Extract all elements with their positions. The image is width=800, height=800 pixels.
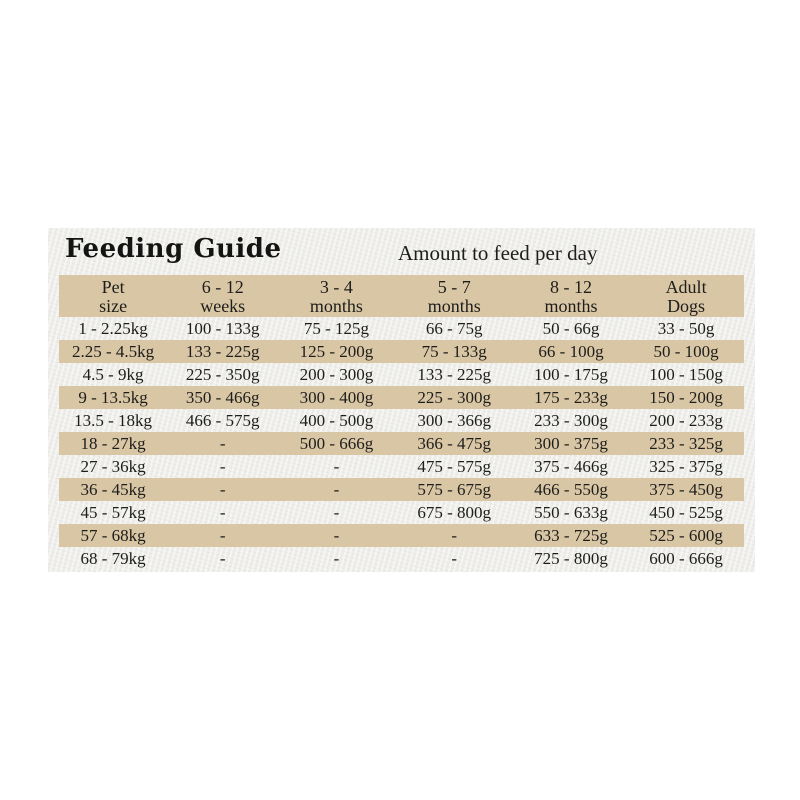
table-cell: -	[219, 525, 226, 545]
table-row: 36 - 45kg - - 575 - 675g 466 - 550g 375 - 450…	[59, 478, 744, 501]
table-cell: -	[333, 502, 340, 522]
table-cell: 375 - 466g	[534, 456, 608, 476]
table-cell: 45 - 57kg	[80, 502, 146, 522]
table-cell: -	[333, 479, 340, 499]
table-cell: 133 - 225g	[417, 364, 492, 384]
page-title: Feeding Guide	[65, 234, 282, 264]
table-cell: 725 - 800g	[534, 548, 608, 568]
table-cell: 475 - 575g	[417, 456, 492, 476]
feeding-table-header: Pet size 6 - 12 weeks 3 - 4 months 5 - 7 months…	[59, 275, 744, 317]
table-cell: 300 - 400g	[299, 387, 374, 407]
table-row: 4.5 - 9kg 225 - 350g 200 - 300g 133 - 225g 1…	[59, 363, 744, 386]
table-row: 27 - 36kg - - 475 - 575g 375 - 466g 325 - 375…	[59, 455, 744, 478]
page-subtitle: Amount to feed per day	[398, 241, 598, 265]
table-cell: 36 - 45kg	[80, 479, 146, 499]
column-header: Pet size	[99, 277, 128, 317]
table-cell: 66 - 100g	[538, 341, 604, 361]
table-cell: -	[219, 456, 226, 476]
table-cell: 450 - 525g	[649, 502, 723, 522]
table-row: 2.25 - 4.5kg 133 - 225g 125 - 200g 75 - 133…	[59, 340, 744, 363]
table-cell: 525 - 600g	[649, 525, 723, 545]
table-cell: 300 - 375g	[534, 433, 608, 453]
table-row: 45 - 57kg - - 675 - 800g 550 - 633g 450 - 525…	[59, 501, 744, 524]
table-row: 68 - 79kg - - - 725 - 800g 600 - 666g	[59, 547, 744, 570]
table-cell: -	[333, 548, 340, 568]
table-cell: 75 - 133g	[421, 341, 487, 361]
table-cell: 9 - 13.5kg	[78, 387, 148, 407]
table-cell: 225 - 300g	[417, 387, 492, 407]
table-cell: 200 - 300g	[299, 364, 374, 384]
table-cell: 200 - 233g	[649, 410, 723, 430]
table-cell: 75 - 125g	[303, 318, 369, 338]
table-cell: 175 - 233g	[534, 387, 608, 407]
feeding-guide-panel: Feeding Guide Amount to feed per day Pet…	[48, 228, 755, 572]
table-cell: 2.25 - 4.5kg	[72, 341, 155, 361]
table-cell: 57 - 68kg	[80, 525, 146, 545]
table-cell: 233 - 325g	[649, 433, 723, 453]
table-cell: 18 - 27kg	[80, 433, 146, 453]
table-cell: -	[451, 525, 458, 545]
table-cell: -	[451, 548, 458, 568]
column-header: Adult Dogs	[665, 277, 707, 317]
table-cell: 375 - 450g	[649, 479, 723, 499]
table-cell: 50 - 66g	[542, 318, 600, 338]
table-cell: 366 - 475g	[417, 433, 492, 453]
table-cell: -	[219, 433, 226, 453]
table-row: 13.5 - 18kg 466 - 575g 400 - 500g 300 - 366…	[59, 409, 744, 432]
table-cell: 550 - 633g	[534, 502, 608, 522]
table-cell: 633 - 725g	[534, 525, 608, 545]
table-cell: 325 - 375g	[649, 456, 723, 476]
table-cell: 66 - 75g	[425, 318, 483, 338]
table-cell: 50 - 100g	[653, 341, 719, 361]
column-header: 3 - 4 months	[309, 277, 363, 317]
title-row: Feeding Guide Amount to feed per day	[48, 228, 755, 275]
table-row: 1 - 2.25kg 100 - 133g 75 - 125g 66 - 75g 50 …	[59, 317, 744, 340]
table-cell: 33 - 50g	[657, 318, 715, 338]
table-cell: 4.5 - 9kg	[82, 364, 144, 384]
table-row: 57 - 68kg - - - 633 - 725g 525 - 600g	[59, 524, 744, 547]
table-cell: -	[219, 548, 226, 568]
table-cell: 675 - 800g	[417, 502, 492, 522]
column-header: 8 - 12 months	[544, 277, 598, 317]
table-cell: 400 - 500g	[299, 410, 374, 430]
table-cell: -	[333, 456, 340, 476]
table-cell: 13.5 - 18kg	[74, 410, 153, 430]
table-cell: 575 - 675g	[417, 479, 492, 499]
table-cell: 133 - 225g	[185, 341, 260, 361]
table-cell: 600 - 666g	[649, 548, 723, 568]
feeding-table: Pet size 6 - 12 weeks 3 - 4 months 5 - 7 months…	[59, 275, 744, 570]
table-cell: 100 - 175g	[534, 364, 608, 384]
table-row: 18 - 27kg - 500 - 666g 366 - 475g 300 - 375g…	[59, 432, 744, 455]
table-cell: 27 - 36kg	[80, 456, 146, 476]
table-cell: -	[333, 525, 340, 545]
table-cell: 466 - 550g	[534, 479, 608, 499]
table-cell: -	[219, 479, 226, 499]
table-cell: 350 - 466g	[185, 387, 260, 407]
table-cell: 68 - 79kg	[80, 548, 146, 568]
table-cell: 1 - 2.25kg	[78, 318, 148, 338]
table-row: 9 - 13.5kg 350 - 466g 300 - 400g 225 - 300g…	[59, 386, 744, 409]
table-cell: 100 - 133g	[185, 318, 260, 338]
column-header: 5 - 7 months	[427, 277, 481, 317]
table-cell: 150 - 200g	[649, 387, 723, 407]
column-header: 6 - 12 weeks	[200, 277, 246, 317]
table-cell: 233 - 300g	[534, 410, 608, 430]
table-cell: 466 - 575g	[185, 410, 260, 430]
table-cell: -	[219, 502, 226, 522]
table-cell: 300 - 366g	[417, 410, 492, 430]
table-cell: 125 - 200g	[299, 341, 374, 361]
table-cell: 500 - 666g	[299, 433, 374, 453]
table-cell: 225 - 350g	[185, 364, 260, 384]
table-cell: 100 - 150g	[649, 364, 723, 384]
feeding-table-body: 1 - 2.25kg 100 - 133g 75 - 125g 66 - 75g 50 …	[59, 317, 744, 570]
